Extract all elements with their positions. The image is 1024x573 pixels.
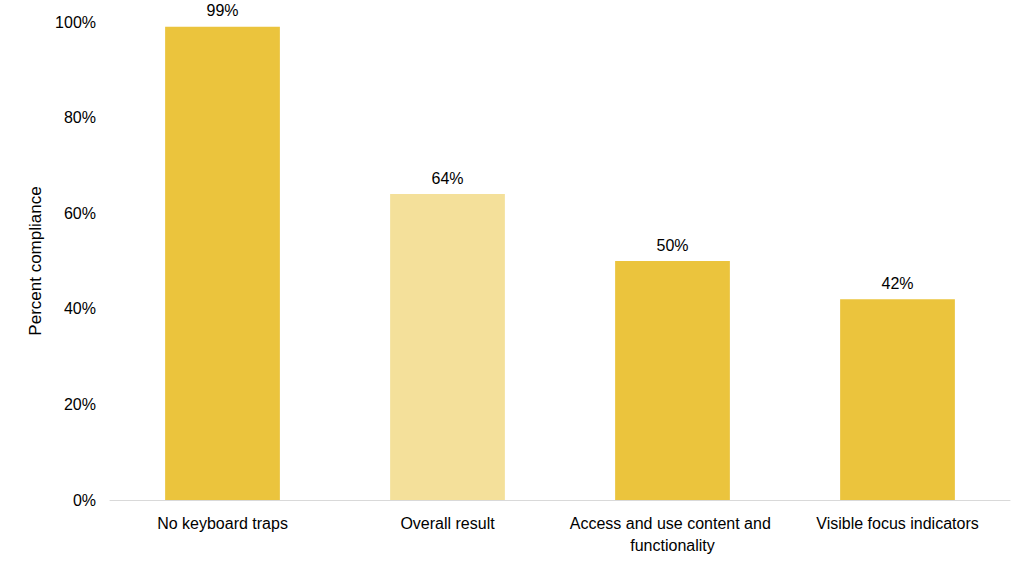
svg-text:40%: 40% — [64, 300, 96, 317]
svg-text:80%: 80% — [64, 109, 96, 126]
svg-text:20%: 20% — [64, 396, 96, 413]
svg-text:50%: 50% — [656, 237, 688, 254]
svg-text:Visible focus indicators: Visible focus indicators — [816, 515, 978, 532]
svg-text:42%: 42% — [881, 275, 913, 292]
svg-text:99%: 99% — [206, 2, 238, 19]
svg-text:60%: 60% — [64, 205, 96, 222]
svg-text:100%: 100% — [55, 14, 96, 31]
svg-text:0%: 0% — [73, 492, 96, 509]
svg-text:Overall result: Overall result — [400, 515, 495, 532]
svg-text:functionality: functionality — [630, 537, 715, 554]
svg-text:No keyboard traps: No keyboard traps — [157, 515, 288, 532]
svg-text:Access and use content and: Access and use content and — [570, 515, 775, 532]
svg-text:Percent compliance: Percent compliance — [26, 186, 45, 335]
svg-text:64%: 64% — [431, 170, 463, 187]
